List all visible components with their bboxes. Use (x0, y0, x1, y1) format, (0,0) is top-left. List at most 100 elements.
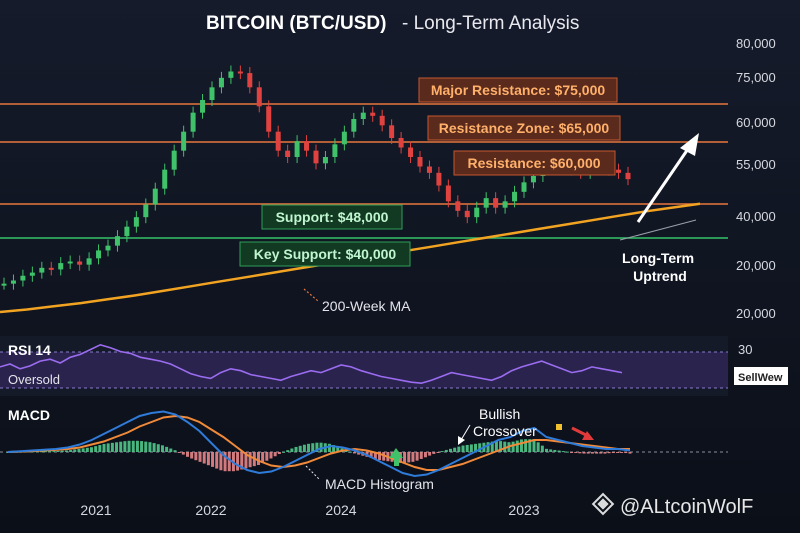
candle (200, 100, 206, 113)
macd-histogram-bar (240, 452, 244, 470)
level-label-major-resistance: Major Resistance: $75,000 (418, 77, 618, 103)
macd-histogram-bar (352, 452, 356, 454)
candle (625, 172, 631, 180)
candle (493, 198, 499, 208)
macd-histogram-bar (373, 452, 377, 460)
candle (86, 258, 92, 265)
macd-label: MACD (8, 407, 50, 423)
macd-histogram-bar (519, 439, 523, 452)
macd-histogram-bar (152, 443, 156, 452)
macd-histogram-bar (478, 443, 482, 452)
candle (351, 119, 357, 132)
macd-histogram-bar (140, 441, 144, 452)
candle (341, 131, 347, 145)
macd-histogram-bar (465, 444, 469, 452)
macd-histogram-bar (332, 445, 336, 452)
level-label-key-support: Key Support: $40,000 (239, 241, 411, 267)
level-label-box (418, 77, 618, 103)
bullish-crossover-pointer (460, 424, 471, 441)
macd-histogram-bar (115, 442, 119, 452)
candle (304, 141, 310, 151)
macd-histogram-bar (469, 444, 473, 452)
x-tick-label: 2021 (80, 502, 111, 518)
macd-histogram-bar (294, 446, 298, 452)
macd-histogram-bar (48, 451, 52, 453)
macd-histogram-bar (615, 452, 619, 453)
macd-histogram-bar (202, 452, 206, 464)
macd-histogram-bar (486, 442, 490, 452)
macd-histogram-bar (64, 450, 68, 452)
macd-histogram-bar (590, 452, 594, 454)
macd-histogram-pointer (305, 465, 321, 481)
watermark: @ALtcoinWolF (591, 492, 753, 518)
candle (228, 71, 234, 78)
macd-histogram-bar (557, 450, 561, 452)
macd-histogram-bar (194, 452, 198, 461)
macd-histogram-bar (277, 452, 281, 455)
level-lines (0, 103, 728, 239)
macd-histogram-bar (110, 442, 114, 452)
macd-histogram-bar (524, 439, 528, 452)
y-tick-label: 60,000 (736, 115, 776, 130)
macd-histogram-bar (215, 452, 219, 469)
macd-histogram-bar (307, 443, 311, 452)
rsi-oversold-label: Oversold (8, 372, 60, 387)
macd-histogram-bar (160, 445, 164, 452)
macd-histogram-bar (123, 441, 127, 452)
level-label-box (261, 204, 403, 230)
candle (322, 157, 328, 164)
candle (171, 150, 177, 170)
x-tick-label: 2024 (325, 502, 356, 518)
macd-histogram-bar (236, 452, 240, 471)
macd-histogram-bar (286, 450, 290, 452)
macd-histogram-bar (315, 442, 319, 452)
macd-histogram-bar (369, 452, 373, 458)
macd-histogram-bar (52, 451, 56, 453)
macd-histogram-bar (611, 452, 615, 453)
macd-histogram-bar (127, 440, 131, 452)
macd-histogram-bar (302, 444, 306, 452)
macd-histogram-bar (98, 445, 102, 452)
candle (464, 210, 470, 218)
candle (332, 144, 338, 157)
macd-histogram-bar (198, 452, 202, 462)
rsi-label: RSI 14 (8, 342, 51, 358)
macd-histogram-bar (578, 452, 582, 454)
macd-histogram-bar (499, 441, 503, 452)
macd-histogram-bar (490, 441, 494, 452)
macd-histogram-bar (461, 445, 465, 452)
macd-histogram-bar (586, 452, 590, 454)
macd-histogram-bar (190, 452, 194, 459)
macd-histogram-bar (256, 452, 260, 465)
macd-histogram-bar (6, 452, 10, 453)
macd-signal-line (7, 414, 630, 471)
watermark-logo-icon (591, 492, 615, 516)
macd-histogram-bar (407, 452, 411, 463)
candle (256, 87, 262, 107)
macd-histogram-bar (411, 452, 415, 462)
candle (370, 112, 376, 116)
pointer-arrowhead-icon (458, 436, 465, 445)
macd-histogram-bar (319, 442, 323, 452)
macd-histogram-bar (206, 452, 210, 466)
rsi-badge-text: SellWew (738, 372, 783, 384)
candle (67, 261, 73, 264)
candle (285, 150, 291, 157)
macd-histogram-bar (423, 452, 427, 458)
x-axis: 2021 2022 2024 2023 (80, 502, 539, 518)
macd-histogram-bar (261, 452, 265, 463)
macd-peak-marker (556, 424, 562, 430)
macd-histogram-bar (595, 452, 599, 454)
macd-histogram-bar (223, 452, 227, 472)
candle (114, 236, 120, 246)
macd-histogram-bar (144, 441, 148, 452)
candle (294, 141, 300, 157)
macd-histogram-bar (81, 448, 85, 452)
candle (10, 280, 16, 284)
level-label-resistance: Resistance: $60,000 (453, 150, 616, 176)
candle (266, 106, 272, 132)
macd-line (7, 410, 631, 478)
macd-histogram-bar (148, 442, 152, 452)
candle (29, 272, 35, 276)
